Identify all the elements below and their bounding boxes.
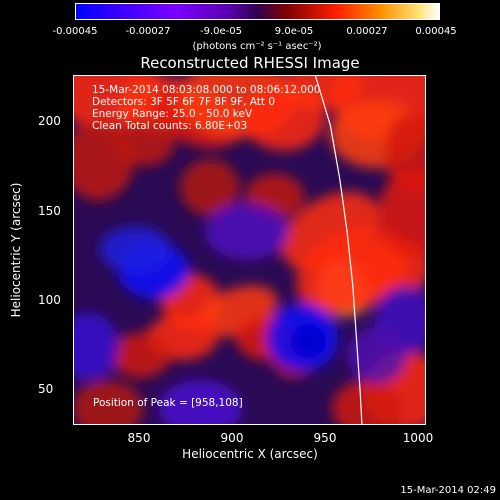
colorbar-tick: 9.0e-05 [274, 26, 314, 37]
y-tick-label: 50 [38, 382, 54, 396]
annotation-time-range: 15-Mar-2014 08:03:08.000 to 08:06:12.000 [92, 84, 321, 96]
x-tick-label: 900 [220, 431, 244, 445]
heatmap-image [74, 76, 425, 424]
x-tick-label: 850 [127, 431, 151, 445]
plot-title: Reconstructed RHESSI Image [140, 54, 360, 72]
heatmap-blob [290, 324, 326, 359]
colorbar-tick: -9.0e-05 [200, 26, 242, 37]
annotation-energy-range: Energy Range: 25.0 - 50.0 keV [92, 108, 253, 120]
colorbar-tick: -0.00045 [52, 26, 98, 37]
heatmap-blob [347, 327, 407, 384]
y-axis-label: Heliocentric Y (arcsec) [9, 182, 23, 318]
x-axis-label: Heliocentric X (arcsec) [182, 447, 318, 461]
x-tick-label: 950 [313, 431, 337, 445]
heatmap-blob [331, 380, 404, 424]
colorbar-tick: -0.00027 [125, 26, 171, 37]
y-tick-label: 200 [38, 114, 61, 128]
colorbar-tick: 0.00045 [415, 26, 457, 37]
heatmap-blob [158, 380, 242, 424]
heatmap-blob [205, 203, 289, 260]
heatmap-plot-area [73, 75, 426, 425]
heatmap-blob [114, 120, 175, 166]
x-tick-label: 1000 [402, 431, 434, 445]
heatmap-blob [99, 226, 171, 272]
heatmap-blob [111, 332, 171, 378]
heatmap-blob [179, 159, 240, 216]
annotation-peak-position: Position of Peak = [958,108] [93, 397, 243, 409]
heatmap-blob [378, 168, 425, 260]
colorbar-tick: 0.00027 [346, 26, 388, 37]
heatmap-blob [74, 380, 144, 424]
colorbar-units: (photons cm⁻² s⁻¹ asec⁻²) [192, 41, 322, 52]
y-tick-label: 100 [38, 293, 61, 307]
colorbar [75, 3, 440, 20]
timestamp: 15-Mar-2014 02:49 [400, 485, 496, 496]
y-tick-label: 150 [38, 204, 61, 218]
heatmap-blob [74, 312, 119, 381]
annotation-detectors: Detectors: 3F 5F 6F 7F 8F 9F, Att 0 [92, 96, 276, 108]
annotation-clean-counts: Clean Total counts: 6.80E+03 [92, 120, 248, 132]
solar-limb-line [314, 76, 363, 424]
